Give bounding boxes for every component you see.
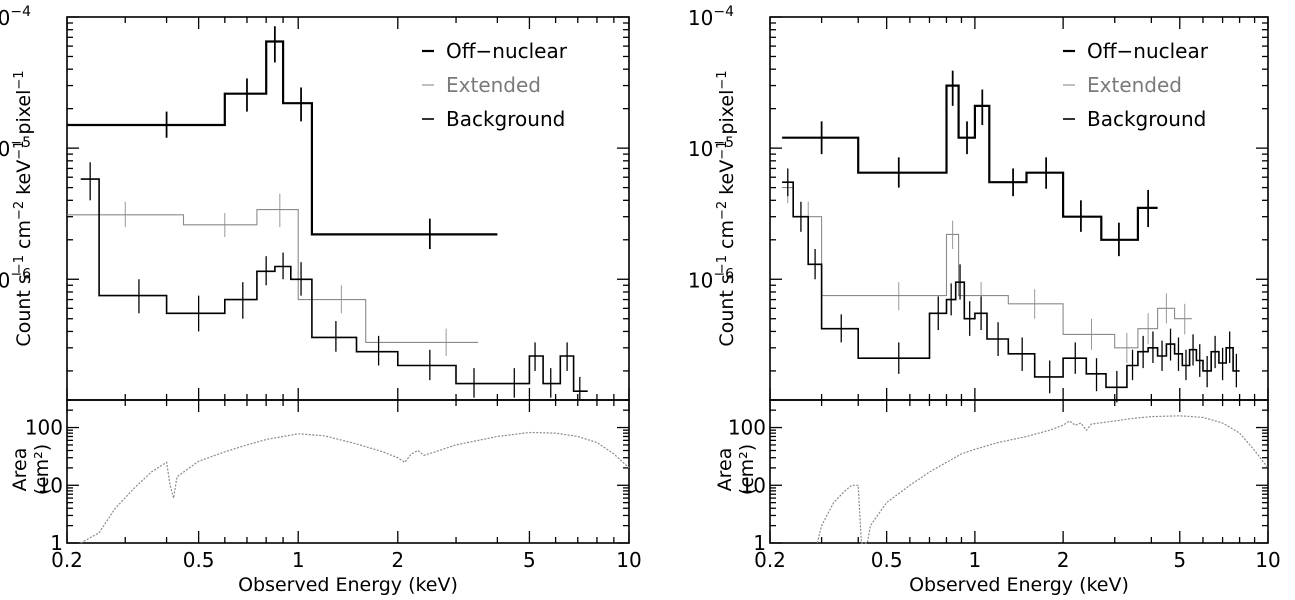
series-offnuclear <box>67 26 498 250</box>
x-tick-label: 5 <box>1173 548 1186 572</box>
effective-area-curve <box>80 431 630 544</box>
y-axis-title-part: cm <box>13 220 35 255</box>
y-axis-title-sup: −2 <box>12 201 27 220</box>
y-tick-label-exp: −4 <box>10 4 31 20</box>
y-tick-label-exp: −6 <box>10 266 31 282</box>
y-axis-title-sup: −2 <box>715 201 730 220</box>
y-tick-label: 10−4 <box>0 4 31 30</box>
area-y-tick-label: 100 <box>728 416 766 440</box>
area-y-tick-label: 10 <box>38 473 63 497</box>
y-tick-label-base: 10 <box>0 137 10 161</box>
series-extended <box>782 172 1192 363</box>
area-y-tick-label: 1 <box>753 531 766 555</box>
y-axis-title-sup: −1 <box>12 255 27 274</box>
y-axis-title-part: pixel <box>13 90 35 141</box>
y-tick-label: 10−6 <box>688 266 734 292</box>
y-tick-label: 10−5 <box>688 135 734 161</box>
area-y-axis-title-line: (cm²) <box>736 444 758 495</box>
series-background <box>80 162 588 400</box>
series-step-line <box>782 84 1158 241</box>
y-tick-label-exp: −5 <box>713 135 734 151</box>
x-tick-label: 2 <box>1057 548 1070 572</box>
area-y-tick-label: 10 <box>741 473 766 497</box>
y-axis-title-part: Count s <box>13 274 35 346</box>
x-tick-label: 2 <box>391 548 404 572</box>
legend-label: Background <box>446 107 565 131</box>
legend-label: Extended <box>1087 73 1182 97</box>
series-step-line <box>67 40 498 236</box>
legend-label: Extended <box>446 73 541 97</box>
series-step-line <box>67 209 479 343</box>
y-axis-title-part: keV <box>13 160 35 201</box>
y-axis-title-sup: −1 <box>12 70 27 89</box>
y-axis-title: Count s−1 cm−2 keV−1 pixel−1 <box>12 70 36 346</box>
area-frame <box>769 399 1269 544</box>
y-axis-title-sup: −1 <box>715 255 730 274</box>
x-tick-label: 0.5 <box>183 548 215 572</box>
y-tick-label-exp: −6 <box>713 266 734 282</box>
area-y-axis-title: Area(cm²) <box>714 444 758 495</box>
area-y-axis-title: Area(cm²) <box>9 444 53 495</box>
y-tick-label: 10−4 <box>688 4 734 30</box>
x-tick-label: 0.2 <box>754 548 786 572</box>
area-y-tick-label: 100 <box>25 416 63 440</box>
y-axis-title-part: pixel <box>716 90 738 141</box>
series-step-line <box>80 178 588 392</box>
y-axis-title-part: Count s <box>716 274 738 346</box>
y-tick-label-base: 10 <box>0 268 10 292</box>
y-tick-label-exp: −5 <box>10 135 31 151</box>
x-axis-title: Observed Energy (keV) <box>238 574 458 596</box>
y-axis-title-sup: −1 <box>715 70 730 89</box>
legend-label: Off−nuclear <box>1087 39 1209 63</box>
y-axis-title-sup: −1 <box>715 141 730 160</box>
y-tick-label: 10−6 <box>0 266 31 292</box>
y-tick-label-exp: −4 <box>713 4 734 20</box>
legend-label: Background <box>1087 107 1206 131</box>
area-y-tick-label: 1 <box>50 531 63 555</box>
x-axis-title: Observed Energy (keV) <box>909 574 1129 596</box>
area-y-axis-title-line: (cm²) <box>31 444 53 495</box>
x-tick-label: 10 <box>616 548 641 572</box>
y-axis-title-part: keV <box>716 160 738 201</box>
series-background <box>782 168 1240 403</box>
legend: Off−nuclear Extended Background <box>1063 39 1209 131</box>
series-extended <box>67 193 479 356</box>
x-tick-label: 0.2 <box>51 548 83 572</box>
legend-label: Off−nuclear <box>446 39 568 63</box>
y-tick-label-base: 10 <box>688 268 713 292</box>
y-axis-title: Count s−1 cm−2 keV−1 pixel−1 <box>715 70 739 346</box>
series-step-line <box>782 181 1240 389</box>
y-tick-label: 10−5 <box>0 135 31 161</box>
x-tick-label: 1 <box>292 548 305 572</box>
x-tick-label: 10 <box>1255 548 1280 572</box>
y-tick-label-base: 10 <box>0 6 10 30</box>
effective-area-curve <box>816 415 1269 544</box>
y-axis-title-part: cm <box>716 220 738 255</box>
area-frame <box>66 399 630 544</box>
x-tick-label: 5 <box>523 548 536 572</box>
spectrum-frame <box>66 16 630 401</box>
x-tick-label: 0.5 <box>871 548 903 572</box>
x-tick-label: 1 <box>969 548 982 572</box>
area-y-axis-title-line: Area <box>714 448 736 492</box>
y-tick-label-base: 10 <box>688 6 713 30</box>
series-step-line <box>782 187 1192 349</box>
y-axis-title-sup: −1 <box>12 141 27 160</box>
legend: Off−nuclear Extended Background <box>422 39 568 131</box>
series-offnuclear <box>782 70 1158 257</box>
y-tick-label-base: 10 <box>688 137 713 161</box>
area-y-axis-title-line: Area <box>9 448 31 492</box>
